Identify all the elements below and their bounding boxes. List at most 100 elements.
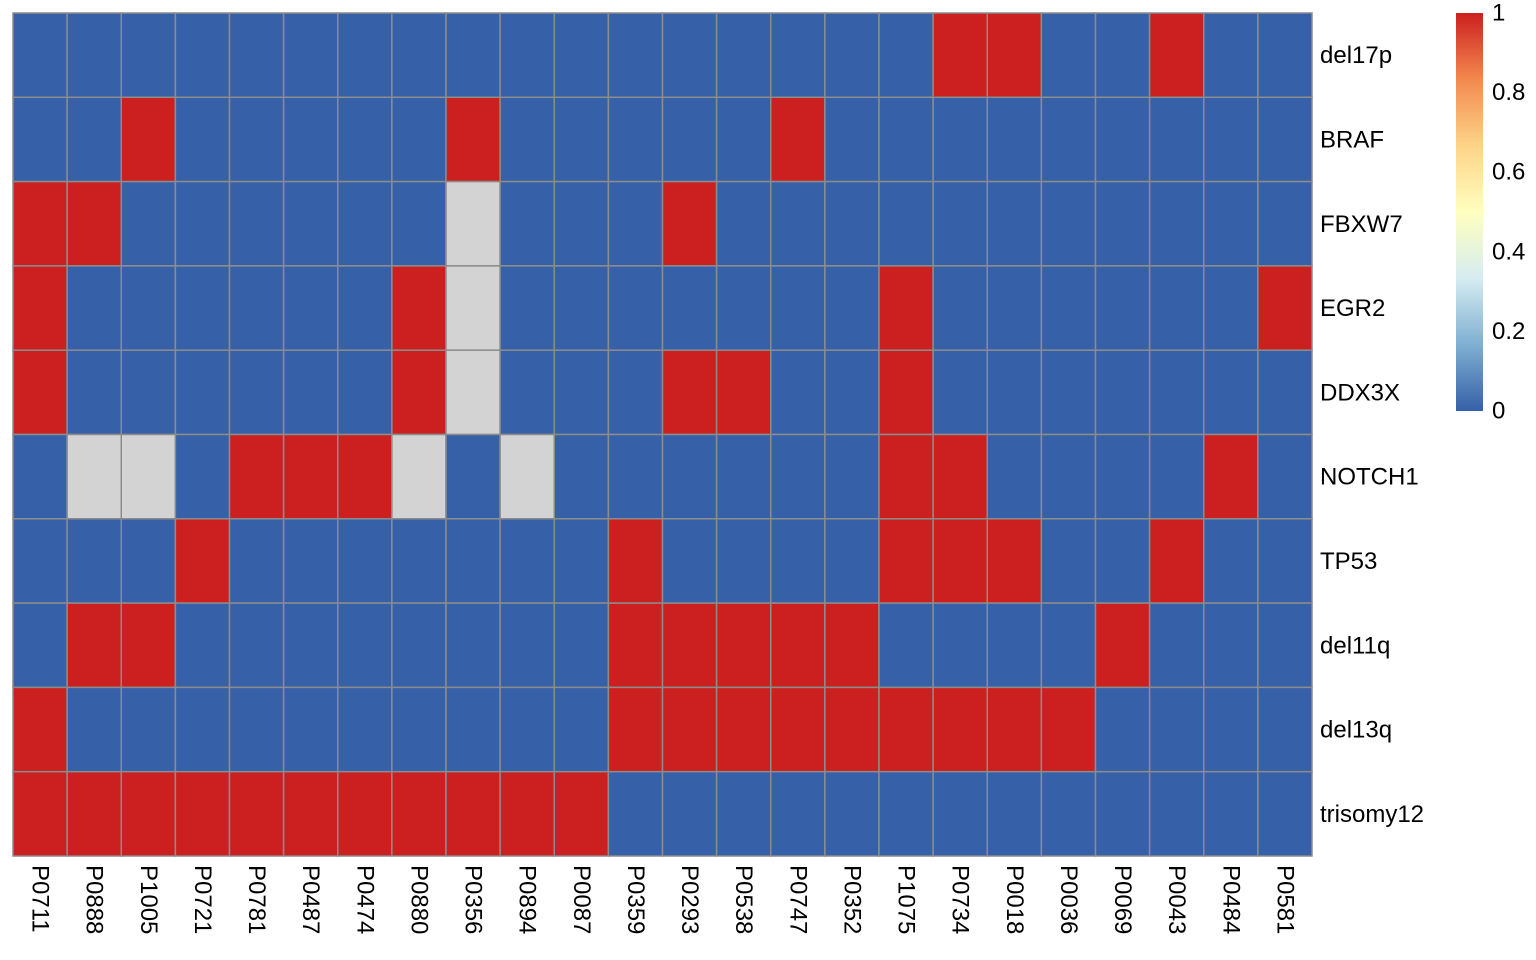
heatmap-cell <box>499 686 555 773</box>
row-label: del17p <box>1320 42 1392 69</box>
heatmap-cell <box>553 518 610 604</box>
heatmap-cell <box>661 180 718 267</box>
heatmap-cell <box>391 12 447 99</box>
heatmap-cell <box>499 433 555 520</box>
heatmap-cell <box>607 265 664 351</box>
heatmap-cell <box>1040 12 1097 99</box>
heatmap-cell <box>1203 518 1259 604</box>
heatmap-cell <box>1040 265 1097 351</box>
heatmap-cell <box>120 770 177 857</box>
row-labels: del17p BRAF FBXW7 EGR2 DDX3X NOTCH1 TP53 del11q… <box>1320 42 1424 828</box>
heatmap-cell <box>1094 96 1151 183</box>
heatmap-cell <box>932 602 988 689</box>
column-label: P0087 <box>568 865 595 934</box>
heatmap-cell <box>120 602 177 689</box>
heatmap-cell <box>1257 265 1313 351</box>
column-label: P1075 <box>893 865 920 934</box>
heatmap-cell <box>120 265 177 351</box>
heatmap-cell <box>282 433 339 520</box>
heatmap-cell <box>1203 96 1259 183</box>
column-label: P0359 <box>622 865 649 934</box>
heatmap-cell <box>445 770 501 857</box>
heatmap-cell <box>1148 433 1205 520</box>
column-label: P0484 <box>1217 865 1244 934</box>
heatmap-cell <box>120 349 177 436</box>
heatmap-cell <box>1040 180 1097 267</box>
heatmap-cell <box>337 96 393 183</box>
heatmap-cell <box>607 433 664 520</box>
heatmap-cell <box>282 12 339 99</box>
heatmap-cell <box>12 686 68 773</box>
heatmap-cell <box>932 12 988 99</box>
heatmap-cell <box>986 265 1043 351</box>
heatmap-cell <box>1257 96 1313 183</box>
heatmap-cell <box>174 518 231 604</box>
heatmap-cell <box>1148 349 1205 436</box>
heatmap-cell <box>66 180 122 267</box>
heatmap-cell <box>1203 349 1259 436</box>
heatmap-cell <box>770 12 826 99</box>
heatmap-cell <box>282 180 339 267</box>
heatmap-cell <box>553 433 610 520</box>
heatmap-cell <box>607 12 664 99</box>
heatmap-cell <box>391 518 447 604</box>
heatmap-cell <box>715 433 772 520</box>
heatmap-cell <box>66 518 122 604</box>
heatmap-cell <box>824 770 880 857</box>
row-label: EGR2 <box>1320 295 1385 322</box>
heatmap-cell <box>661 433 718 520</box>
heatmap-cell <box>12 770 68 857</box>
heatmap-cell <box>824 433 880 520</box>
heatmap-cell <box>661 770 718 857</box>
heatmap-cell <box>661 96 718 183</box>
heatmap-cell <box>824 518 880 604</box>
heatmap-cell <box>553 602 610 689</box>
heatmap-cell <box>337 265 393 351</box>
heatmap-cell <box>120 180 177 267</box>
legend-color-bar <box>1456 13 1483 411</box>
heatmap-cells <box>12 12 1313 857</box>
heatmap-cell <box>1094 349 1151 436</box>
heatmap-cell <box>499 12 555 99</box>
heatmap-cell <box>391 602 447 689</box>
heatmap-cell <box>1203 770 1259 857</box>
heatmap-cell <box>824 12 880 99</box>
column-label: P0781 <box>243 865 270 934</box>
heatmap-cell <box>553 180 610 267</box>
heatmap-cell <box>499 602 555 689</box>
heatmap-cell <box>932 770 988 857</box>
heatmap-cell <box>1257 433 1313 520</box>
heatmap-cell <box>770 602 826 689</box>
heatmap-cell <box>661 686 718 773</box>
heatmap-cell <box>1094 12 1151 99</box>
heatmap-cell <box>715 602 772 689</box>
heatmap-cell <box>66 433 122 520</box>
heatmap-cell <box>715 96 772 183</box>
heatmap-cell <box>445 518 501 604</box>
heatmap-cell <box>337 180 393 267</box>
heatmap-cell <box>770 96 826 183</box>
heatmap-cell <box>661 12 718 99</box>
heatmap-cell <box>1148 770 1205 857</box>
legend-tick-label: 1 <box>1492 0 1505 27</box>
heatmap-cell <box>1257 518 1313 604</box>
heatmap-cell <box>12 180 68 267</box>
column-label: P0352 <box>838 865 865 934</box>
heatmap-cell <box>282 265 339 351</box>
heatmap-cell <box>1257 770 1313 857</box>
heatmap-cell <box>770 180 826 267</box>
heatmap-cell <box>1040 349 1097 436</box>
row-label: del13q <box>1320 717 1392 744</box>
heatmap-cell <box>607 602 664 689</box>
heatmap-cell <box>1094 433 1151 520</box>
heatmap-cell <box>1203 180 1259 267</box>
heatmap-cell <box>932 349 988 436</box>
heatmap-cell <box>445 265 501 351</box>
heatmap-cell <box>174 686 231 773</box>
heatmap-cell <box>1040 770 1097 857</box>
column-label: P0581 <box>1271 865 1298 934</box>
color-legend: 1 0.8 0.6 0.4 0.2 0 <box>1456 0 1525 425</box>
heatmap-cell <box>1203 686 1259 773</box>
heatmap-cell <box>661 602 718 689</box>
